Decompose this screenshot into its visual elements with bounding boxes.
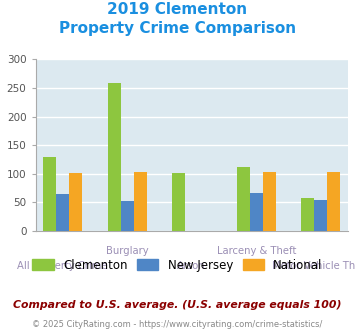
- Bar: [133, 172, 147, 231]
- Text: Burglary: Burglary: [106, 246, 148, 256]
- Bar: [108, 83, 121, 231]
- Bar: [69, 173, 82, 231]
- Text: Property Crime Comparison: Property Crime Comparison: [59, 21, 296, 36]
- Bar: [301, 198, 314, 231]
- Bar: [237, 167, 250, 231]
- Bar: [121, 201, 133, 231]
- Text: Motor Vehicle Theft: Motor Vehicle Theft: [272, 261, 355, 271]
- Text: Compared to U.S. average. (U.S. average equals 100): Compared to U.S. average. (U.S. average …: [13, 300, 342, 310]
- Bar: [43, 157, 56, 231]
- Bar: [56, 194, 69, 231]
- Text: 2019 Clementon: 2019 Clementon: [108, 2, 247, 16]
- Text: Larceny & Theft: Larceny & Theft: [217, 246, 296, 256]
- Legend: Clementon, New Jersey, National: Clementon, New Jersey, National: [28, 254, 327, 276]
- Bar: [250, 193, 263, 231]
- Bar: [314, 200, 327, 231]
- Bar: [263, 172, 275, 231]
- Text: © 2025 CityRating.com - https://www.cityrating.com/crime-statistics/: © 2025 CityRating.com - https://www.city…: [32, 320, 323, 329]
- Text: All Property Crime: All Property Crime: [17, 261, 108, 271]
- Bar: [172, 173, 185, 231]
- Text: Arson: Arson: [178, 261, 206, 271]
- Bar: [327, 172, 340, 231]
